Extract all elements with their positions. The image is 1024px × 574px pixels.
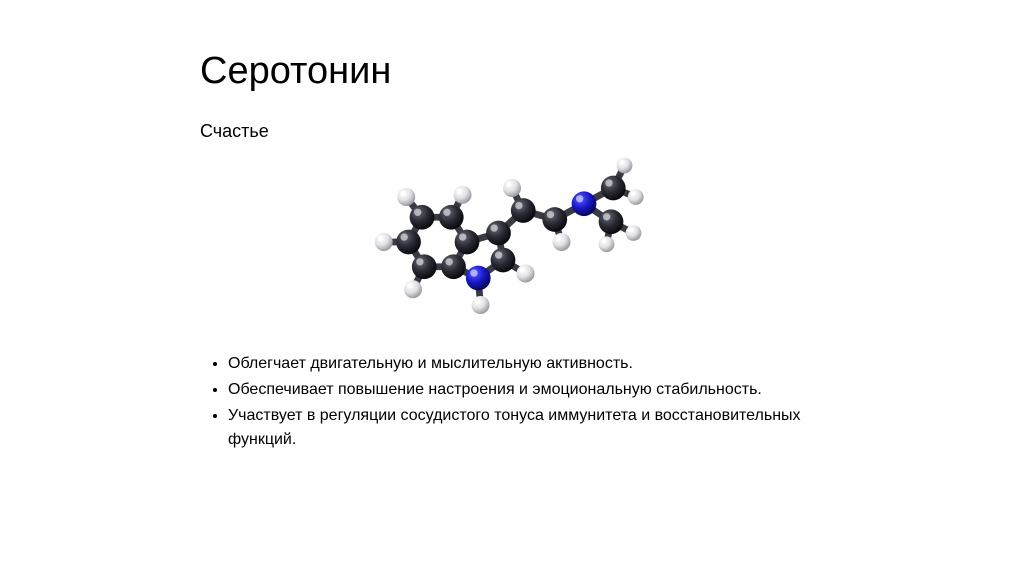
atom-layer: [375, 158, 644, 314]
bullet-item: Обеспечивает повышение настроения и эмоц…: [228, 378, 824, 402]
molecule-figure: [200, 152, 824, 332]
bullet-list: Облегчает двигательную и мыслительную ак…: [200, 352, 824, 452]
bullet-item: Участвует в регуляции сосудистого тонуса…: [228, 404, 824, 452]
slide-subtitle: Счастье: [200, 121, 824, 142]
slide-title: Серотонин: [200, 50, 824, 93]
slide: Серотонин Счастье: [0, 0, 1024, 494]
bullet-item: Облегчает двигательную и мыслительную ак…: [228, 352, 824, 376]
molecule-svg: [352, 152, 672, 332]
